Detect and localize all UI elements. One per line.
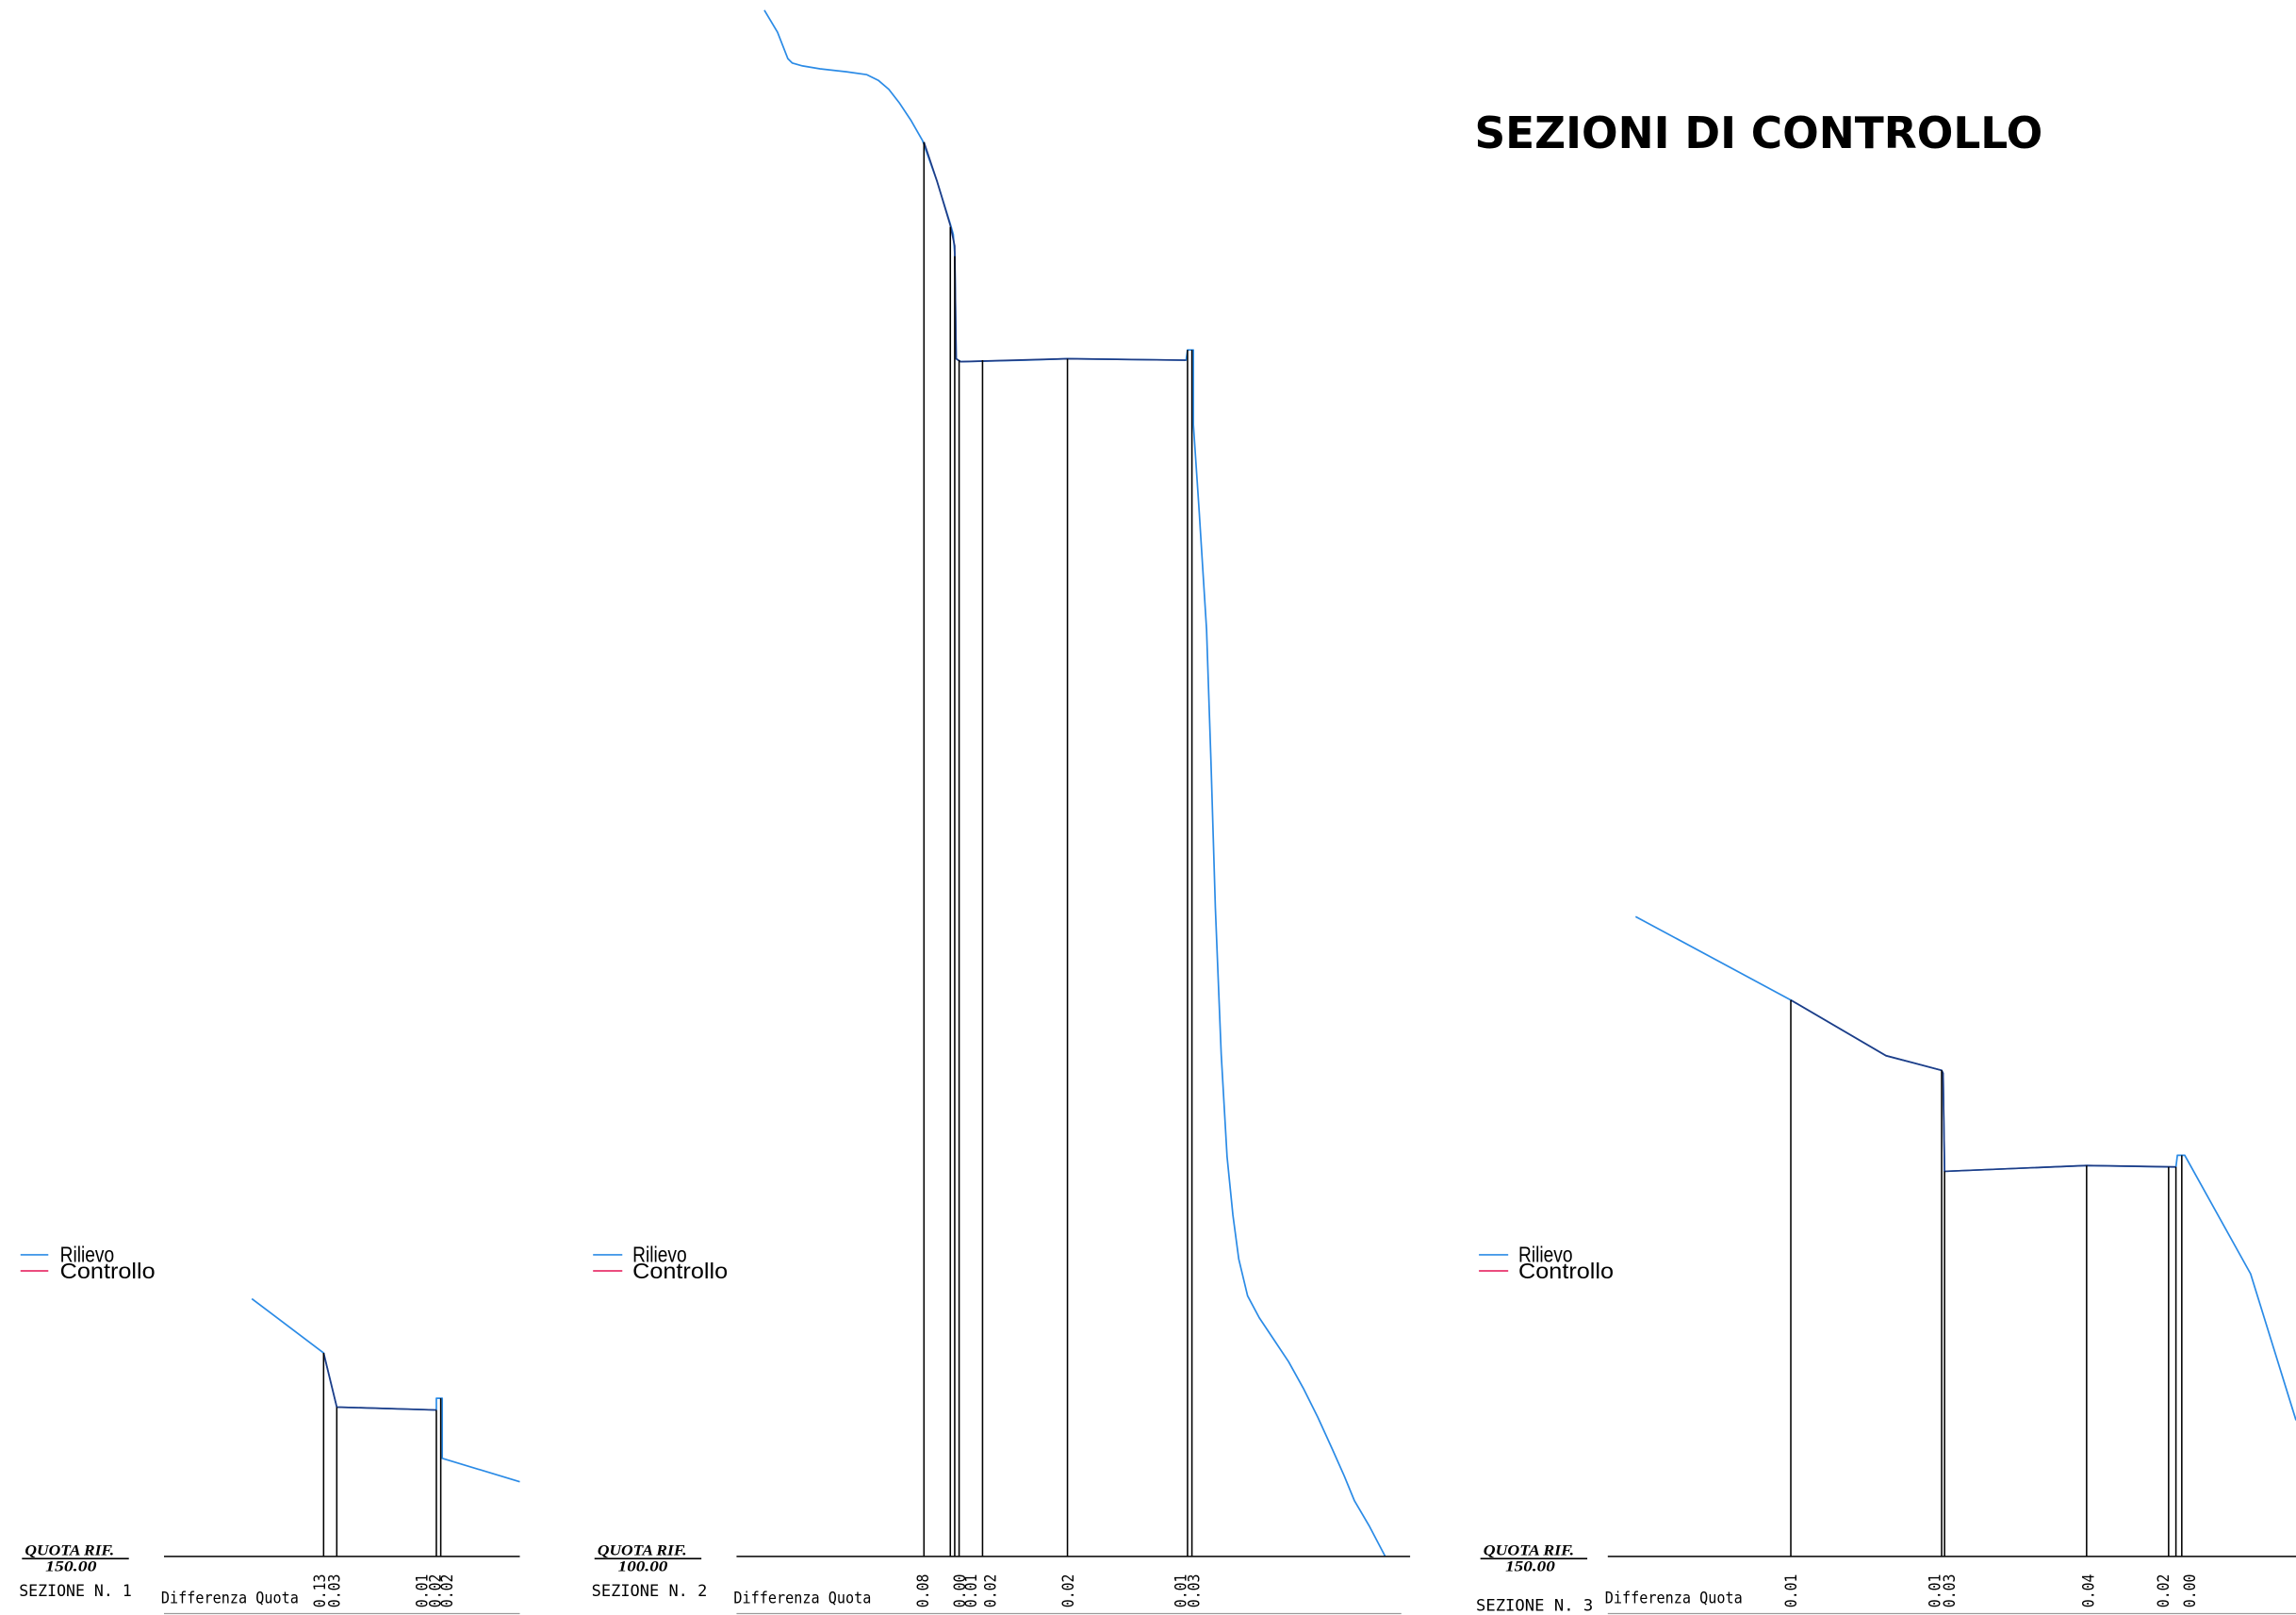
- difference-row-label: Differenza Quota: [1605, 1590, 1743, 1608]
- section-2: Rilievo Controllo QUOTA RIF. 100.00 SEZI…: [592, 9, 1411, 1615]
- legend-rilievo-label: Rilievo: [632, 1243, 686, 1267]
- rilievo-profile-line: [763, 9, 1386, 1557]
- difference-value: 0.02: [427, 1574, 446, 1608]
- section-name: SEZIONE N. 3: [1476, 1596, 1593, 1615]
- quota-rif-label: QUOTA RIF.: [1484, 1541, 1574, 1558]
- difference-value: 0.02: [2155, 1574, 2173, 1608]
- legend-controllo-label: Controllo: [1518, 1259, 1614, 1283]
- quota-rif-value: 150.00: [45, 1557, 96, 1574]
- difference-value: 0.00: [951, 1574, 970, 1608]
- structure-profile-line: [923, 141, 1187, 363]
- difference-value: 0.03: [1941, 1574, 1960, 1608]
- drawing-title: SEZIONI DI CONTROLLO: [1474, 107, 2042, 158]
- difference-value: 0.01: [962, 1574, 981, 1608]
- legend-controllo-label: Controllo: [632, 1259, 728, 1283]
- difference-value: 0.00: [2181, 1574, 2200, 1608]
- quota-rif-label: QUOTA RIF.: [598, 1541, 687, 1558]
- section-name: SEZIONE N. 2: [592, 1582, 708, 1601]
- quota-rif-value: 150.00: [1505, 1557, 1555, 1574]
- difference-value: 0.04: [2080, 1574, 2099, 1608]
- quota-rif-value: 100.00: [618, 1557, 668, 1574]
- difference-value: 0.13: [311, 1574, 330, 1608]
- structure-profile-line: [1790, 998, 2176, 1173]
- legend-rilievo-label: Rilievo: [60, 1243, 114, 1267]
- difference-value: 0.08: [914, 1574, 933, 1608]
- section-1: Rilievo Controllo QUOTA RIF. 150.00 SEZI…: [19, 1243, 520, 1615]
- difference-value: 0.01: [1172, 1574, 1190, 1608]
- difference-value: 0.01: [414, 1574, 433, 1608]
- quota-rif-label: QUOTA RIF.: [25, 1541, 114, 1558]
- difference-value: 0.01: [1782, 1574, 1801, 1608]
- rilievo-profile-line: [1634, 915, 2296, 1421]
- legend: Rilievo Controllo: [593, 1243, 728, 1283]
- difference-row-label: Differenza Quota: [161, 1590, 299, 1608]
- difference-value: 0.02: [438, 1574, 457, 1608]
- difference-value: 0.03: [325, 1574, 344, 1608]
- difference-value: 0.03: [1185, 1574, 1204, 1608]
- difference-value: 0.01: [1926, 1574, 1944, 1608]
- legend: Rilievo Controllo: [20, 1243, 156, 1283]
- legend: Rilievo Controllo: [1479, 1243, 1614, 1283]
- difference-value: 0.02: [1059, 1574, 1078, 1608]
- difference-value: 0.02: [981, 1574, 1000, 1608]
- structure-profile-line: [322, 1352, 436, 1411]
- section-3: Rilievo Controllo QUOTA RIF. 150.00 SEZI…: [1476, 915, 2296, 1615]
- difference-row-label: Differenza Quota: [733, 1590, 871, 1608]
- rilievo-profile-line: [251, 1297, 520, 1483]
- legend-controllo-label: Controllo: [60, 1259, 156, 1283]
- section-name: SEZIONE N. 1: [19, 1582, 132, 1601]
- legend-rilievo-label: Rilievo: [1518, 1243, 1572, 1267]
